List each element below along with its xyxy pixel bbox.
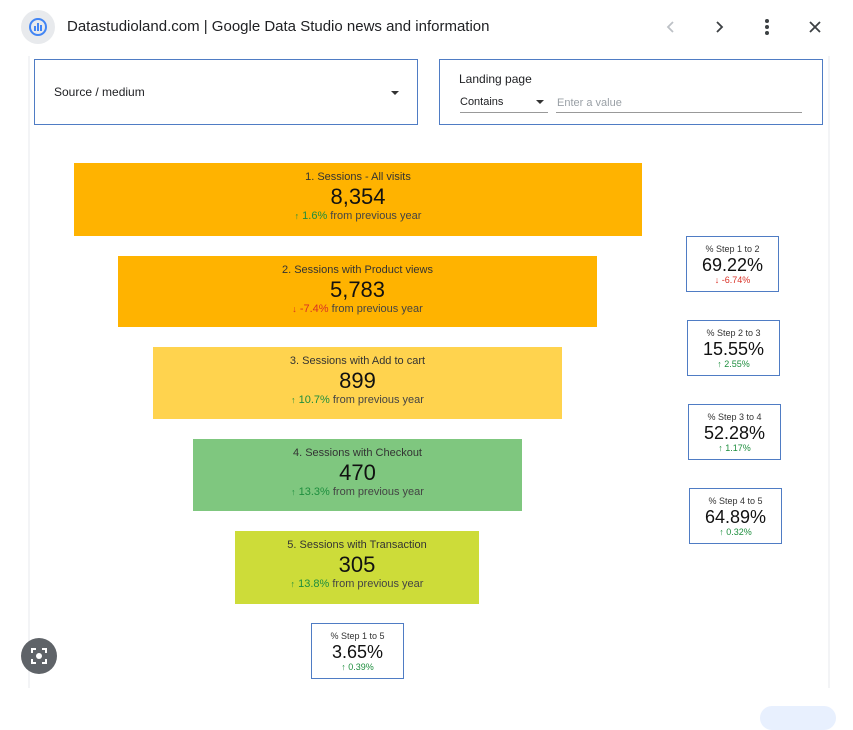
step-1-to-5-card: % Step 1 to 5 3.65% ↑ 0.39% bbox=[311, 623, 404, 679]
step-label: % Step 3 to 4 bbox=[707, 412, 762, 422]
arrow-down-icon: ↓ bbox=[714, 275, 720, 285]
operator-select[interactable]: Contains bbox=[460, 94, 548, 113]
operator-value: Contains bbox=[460, 96, 504, 108]
data-studio-logo-icon bbox=[21, 10, 55, 44]
step-4-to-5-card: % Step 4 to 5 64.89% ↑ 0.32% bbox=[689, 488, 782, 544]
landing-page-label: Landing page bbox=[459, 72, 532, 86]
source-medium-filter[interactable]: Source / medium bbox=[34, 59, 418, 125]
step-1-to-2-card: % Step 1 to 2 69.22% ↓ -6.74% bbox=[686, 236, 779, 292]
step-label: % Step 1 to 2 bbox=[705, 244, 760, 254]
landing-page-filter: Landing page Contains Enter a value bbox=[439, 59, 823, 125]
step-value: 69.22% bbox=[701, 255, 764, 275]
funnel-step-change: ↑ 13.3% from previous year bbox=[291, 486, 424, 498]
dropdown-arrow-icon[interactable] bbox=[391, 91, 399, 95]
funnel-step-label: 1. Sessions - All visits bbox=[305, 171, 411, 183]
more-vert-icon[interactable] bbox=[754, 14, 780, 40]
funnel-step-change: ↓ -7.4% from previous year bbox=[292, 303, 423, 315]
funnel-step-change: ↑ 1.6% from previous year bbox=[294, 210, 422, 222]
funnel-step-value: 470 bbox=[339, 460, 376, 485]
page-title[interactable]: Datastudioland.com | Google Data Studio … bbox=[67, 18, 490, 35]
visit-button[interactable] bbox=[760, 706, 836, 730]
funnel-step-value: 899 bbox=[339, 368, 376, 393]
arrow-up-icon: ↑ bbox=[294, 211, 300, 221]
funnel-step-value: 305 bbox=[338, 552, 376, 577]
arrow-up-icon: ↑ bbox=[290, 579, 296, 589]
funnel-step-label: 5. Sessions with Transaction bbox=[287, 539, 427, 551]
funnel-step-change: ↑ 13.8% from previous year bbox=[290, 578, 424, 590]
viewer-header: Datastudioland.com | Google Data Studio … bbox=[0, 0, 853, 56]
landing-value-input[interactable]: Enter a value bbox=[556, 94, 802, 113]
step-change: ↑ 1.17% bbox=[718, 443, 751, 453]
step-value: 52.28% bbox=[703, 423, 766, 443]
funnel-step-value: 8,354 bbox=[330, 184, 386, 209]
step-3-to-4-card: % Step 3 to 4 52.28% ↑ 1.17% bbox=[688, 404, 781, 460]
funnel-step-label: 3. Sessions with Add to cart bbox=[289, 355, 426, 367]
funnel-step-4: 4. Sessions with Checkout 470 ↑ 13.3% fr… bbox=[193, 439, 522, 511]
funnel-step-2: 2. Sessions with Product views 5,783 ↓ -… bbox=[118, 256, 597, 327]
arrow-up-icon: ↑ bbox=[291, 395, 296, 405]
arrow-up-icon: ↑ bbox=[718, 443, 723, 453]
funnel-step-label: 4. Sessions with Checkout bbox=[292, 447, 422, 459]
chevron-right-icon[interactable] bbox=[706, 14, 732, 40]
step-2-to-3-card: % Step 2 to 3 15.55% ↑ 2.55% bbox=[687, 320, 780, 376]
step-change: ↑ 2.55% bbox=[717, 359, 750, 369]
funnel-step-3: 3. Sessions with Add to cart 899 ↑ 10.7%… bbox=[153, 347, 562, 419]
funnel-step-5: 5. Sessions with Transaction 305 ↑ 13.8%… bbox=[235, 531, 479, 604]
step-change: ↑ 0.32% bbox=[719, 527, 752, 537]
funnel-step-1: 1. Sessions - All visits 8,354 ↑ 1.6% fr… bbox=[74, 163, 642, 236]
step-label: % Step 1 to 5 bbox=[330, 631, 385, 641]
step-label: % Step 2 to 3 bbox=[706, 328, 761, 338]
funnel-step-value: 5,783 bbox=[329, 277, 386, 302]
step-label: % Step 4 to 5 bbox=[708, 496, 763, 506]
close-icon[interactable] bbox=[802, 14, 828, 40]
step-value: 3.65% bbox=[331, 642, 384, 662]
arrow-up-icon: ↑ bbox=[291, 487, 296, 497]
step-change: ↓ -6.74% bbox=[714, 275, 751, 285]
arrow-up-icon: ↑ bbox=[719, 527, 724, 537]
bottom-strip bbox=[0, 688, 853, 718]
step-value: 64.89% bbox=[704, 507, 767, 527]
step-change: ↑ 0.39% bbox=[341, 662, 374, 672]
landing-value-placeholder: Enter a value bbox=[557, 97, 622, 109]
funnel-step-change: ↑ 10.7% from previous year bbox=[291, 394, 424, 406]
arrow-up-icon: ↑ bbox=[341, 662, 346, 672]
step-value: 15.55% bbox=[702, 339, 765, 359]
source-medium-label: Source / medium bbox=[54, 85, 145, 99]
arrow-down-icon: ↓ bbox=[292, 304, 297, 314]
arrow-up-icon: ↑ bbox=[717, 359, 722, 369]
chevron-left-icon[interactable] bbox=[658, 14, 684, 40]
funnel-step-label: 2. Sessions with Product views bbox=[281, 264, 433, 276]
google-lens-icon[interactable] bbox=[21, 638, 57, 674]
dropdown-arrow-icon bbox=[536, 100, 544, 104]
